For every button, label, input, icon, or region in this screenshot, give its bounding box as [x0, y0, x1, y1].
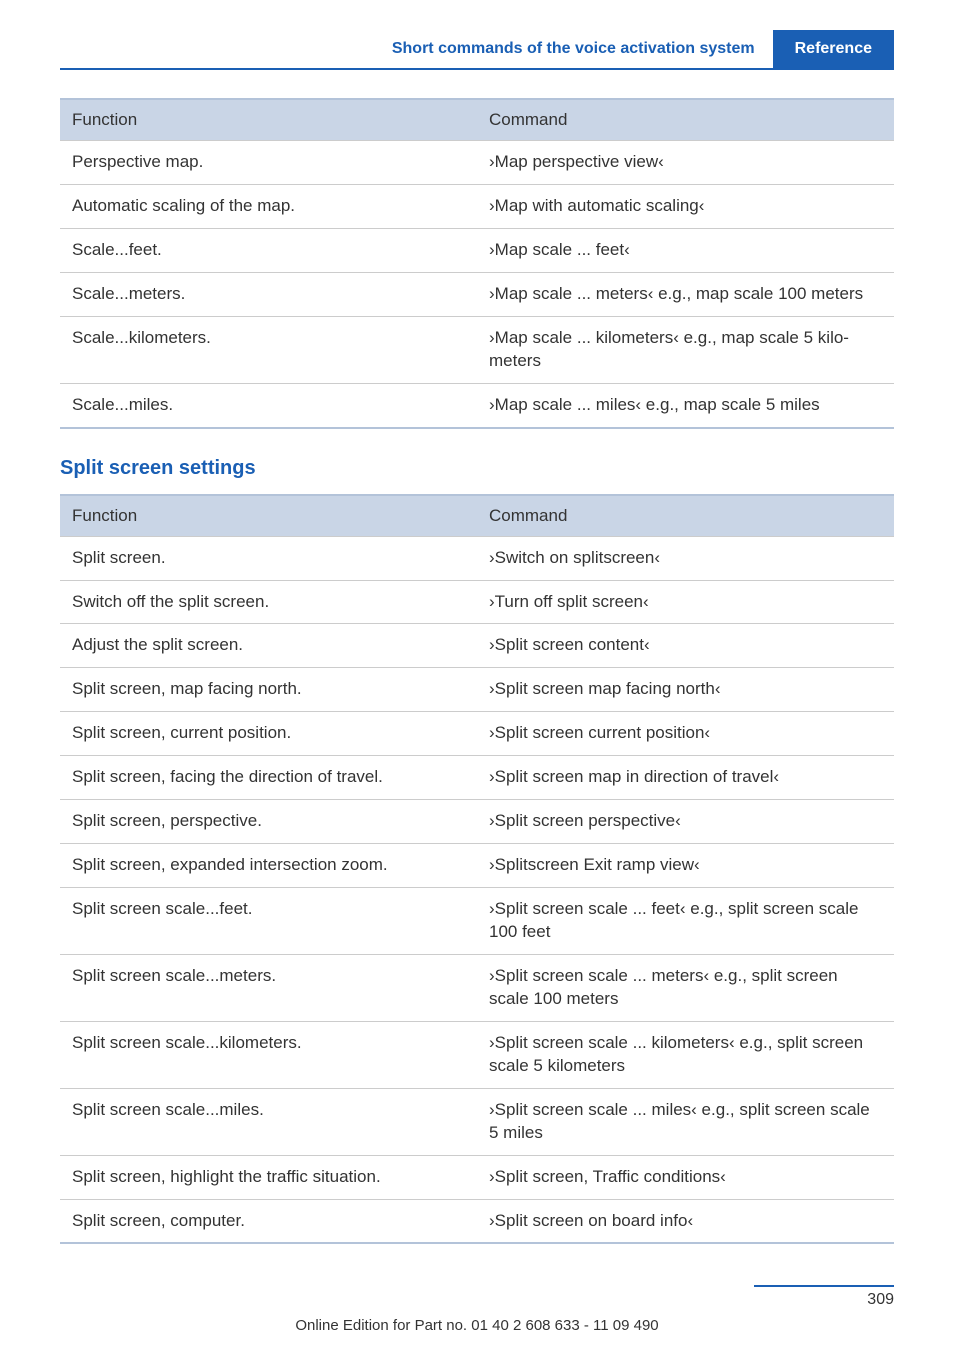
table-row: Split screen scale...meters. ›Split scre…: [60, 954, 894, 1021]
table-row: Split screen, highlight the traffic situ…: [60, 1155, 894, 1199]
cell-function: Split screen.: [60, 536, 477, 580]
cell-command: ›Map scale ... miles‹ e.g., map scale 5 …: [477, 383, 894, 427]
commands-table-1: Function Command Perspective map. ›Map p…: [60, 98, 894, 429]
cell-command: ›Splitscreen Exit ramp view‹: [477, 844, 894, 888]
cell-function: Scale...miles.: [60, 383, 477, 427]
table-row: Split screen, map facing north. ›Split s…: [60, 668, 894, 712]
table-row: Perspective map. ›Map perspective view‹: [60, 141, 894, 185]
cell-command: ›Map with automatic scaling‹: [477, 184, 894, 228]
cell-command: ›Split screen on board info‹: [477, 1199, 894, 1243]
table-row: Split screen, expanded intersection zoom…: [60, 844, 894, 888]
page-number-rule: [754, 1285, 894, 1287]
table-header-row: Function Command: [60, 99, 894, 141]
cell-function: Scale...kilometers.: [60, 316, 477, 383]
table-row: Scale...meters. ›Map scale ... meters‹ e…: [60, 272, 894, 316]
table-header-row: Function Command: [60, 495, 894, 537]
table-row: Automatic scaling of the map. ›Map with …: [60, 184, 894, 228]
cell-command: ›Split screen map facing north‹: [477, 668, 894, 712]
cell-function: Split screen, highlight the traffic situ…: [60, 1155, 477, 1199]
table-row: Split screen. ›Switch on splitscreen‹: [60, 536, 894, 580]
cell-function: Split screen scale...meters.: [60, 954, 477, 1021]
table-row: Scale...feet. ›Map scale ... feet‹: [60, 228, 894, 272]
table-row: Split screen scale...feet. ›Split screen…: [60, 888, 894, 955]
page-number: 309: [60, 1291, 894, 1309]
col-header-function: Function: [60, 495, 477, 537]
table-row: Split screen scale...kilometers. ›Split …: [60, 1021, 894, 1088]
col-header-command: Command: [477, 495, 894, 537]
cell-command: ›Split screen perspective‹: [477, 800, 894, 844]
col-header-command: Command: [477, 99, 894, 141]
cell-command: ›Split screen map in direction of travel…: [477, 756, 894, 800]
cell-command: ›Split screen scale ... meters‹ e.g., sp…: [477, 954, 894, 1021]
cell-function: Split screen scale...miles.: [60, 1088, 477, 1155]
cell-function: Split screen, perspective.: [60, 800, 477, 844]
cell-function: Scale...meters.: [60, 272, 477, 316]
cell-command: ›Switch on splitscreen‹: [477, 536, 894, 580]
cell-command: ›Split screen current position‹: [477, 712, 894, 756]
header-section-title: Short commands of the voice activation s…: [392, 30, 773, 68]
cell-command: ›Split screen scale ... miles‹ e.g., spl…: [477, 1088, 894, 1155]
cell-function: Perspective map.: [60, 141, 477, 185]
cell-function: Split screen scale...feet.: [60, 888, 477, 955]
table-row: Adjust the split screen. ›Split screen c…: [60, 624, 894, 668]
table-row: Scale...miles. ›Map scale ... miles‹ e.g…: [60, 383, 894, 427]
table-row: Scale...kilometers. ›Map scale ... kilom…: [60, 316, 894, 383]
cell-function: Split screen, expanded intersection zoom…: [60, 844, 477, 888]
cell-command: ›Split screen content‹: [477, 624, 894, 668]
cell-function: Split screen, map facing north.: [60, 668, 477, 712]
cell-function: Split screen scale...kilometers.: [60, 1021, 477, 1088]
cell-command: ›Split screen, Traffic conditions‹: [477, 1155, 894, 1199]
table-row: Split screen, current position. ›Split s…: [60, 712, 894, 756]
table-row: Switch off the split screen. ›Turn off s…: [60, 580, 894, 624]
col-header-function: Function: [60, 99, 477, 141]
page-footer: 309 Online Edition for Part no. 01 40 2 …: [60, 1285, 894, 1334]
commands-table-2: Function Command Split screen. ›Switch o…: [60, 494, 894, 1245]
cell-command: ›Split screen scale ... feet‹ e.g., spli…: [477, 888, 894, 955]
header-reference-tab: Reference: [773, 30, 894, 68]
cell-command: ›Map perspective view‹: [477, 141, 894, 185]
cell-command: ›Map scale ... kilometers‹ e.g., map sca…: [477, 316, 894, 383]
page-header: Short commands of the voice activation s…: [60, 30, 894, 70]
cell-function: Automatic scaling of the map.: [60, 184, 477, 228]
cell-function: Split screen, facing the direction of tr…: [60, 756, 477, 800]
cell-command: ›Map scale ... feet‹: [477, 228, 894, 272]
cell-command: ›Turn off split screen‹: [477, 580, 894, 624]
table-row: Split screen, computer. ›Split screen on…: [60, 1199, 894, 1243]
table-row: Split screen, perspective. ›Split screen…: [60, 800, 894, 844]
table-row: Split screen, facing the direction of tr…: [60, 756, 894, 800]
cell-function: Split screen, current position.: [60, 712, 477, 756]
cell-command: ›Map scale ... meters‹ e.g., map scale 1…: [477, 272, 894, 316]
cell-command: ›Split screen scale ... kilometers‹ e.g.…: [477, 1021, 894, 1088]
cell-function: Adjust the split screen.: [60, 624, 477, 668]
edition-line: Online Edition for Part no. 01 40 2 608 …: [60, 1317, 894, 1334]
cell-function: Split screen, computer.: [60, 1199, 477, 1243]
cell-function: Switch off the split screen.: [60, 580, 477, 624]
section-heading-split-screen: Split screen settings: [60, 457, 894, 480]
cell-function: Scale...feet.: [60, 228, 477, 272]
table-row: Split screen scale...miles. ›Split scree…: [60, 1088, 894, 1155]
